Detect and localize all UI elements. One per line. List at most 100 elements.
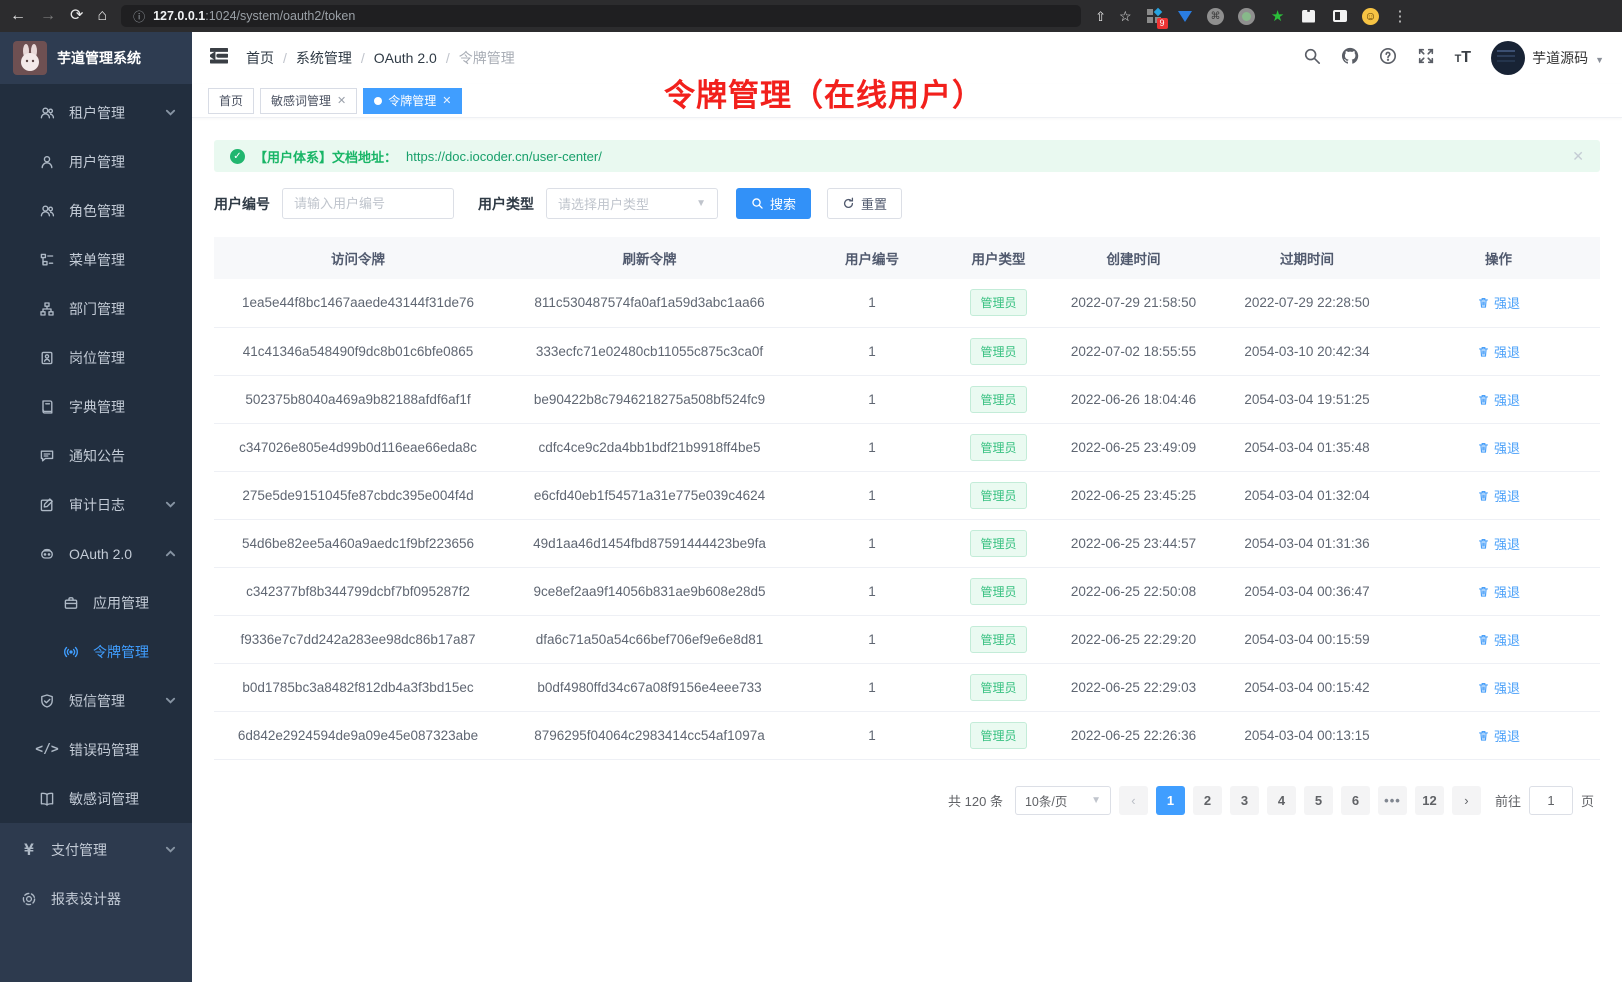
page-button-3[interactable]: 3 [1229, 785, 1259, 815]
force-logout-button[interactable]: 强退 [1477, 342, 1520, 361]
table-row: 41c41346a548490f9dc8b01c6bfe0865 333ecfc7… [214, 327, 1600, 376]
breadcrumb-item[interactable]: 首页 [246, 50, 274, 66]
tab-0[interactable]: 首页 [208, 87, 255, 114]
table-row: 6d842e2924594de9a09e45e087323abe 8796295f… [214, 711, 1600, 760]
force-logout-button[interactable]: 强退 [1477, 438, 1520, 457]
collapse-sidebar-icon[interactable] [208, 47, 229, 69]
extension-record-icon[interactable] [1238, 7, 1256, 25]
browser-refresh-icon[interactable]: ⟳ [70, 7, 84, 24]
user-type-badge: 管理员 [970, 529, 1027, 557]
alert-close-icon[interactable]: ✕ [1572, 147, 1584, 164]
oauth-robot-icon [38, 546, 56, 562]
user-type-cell: 管理员 [947, 615, 1050, 664]
sidebar-item-6[interactable]: 字典管理 [0, 382, 192, 431]
page-button-12[interactable]: 12 [1414, 785, 1444, 815]
breadcrumb-item[interactable]: 系统管理 [295, 50, 352, 66]
user-type-select[interactable]: 请选择用户类型 ▼ [546, 188, 718, 219]
share-icon[interactable]: ⇧ [1095, 8, 1106, 24]
sidebar-item-11[interactable]: 令牌管理 [0, 627, 192, 676]
font-size-icon[interactable]: TT [1454, 49, 1472, 66]
sidebar-item-0[interactable]: 租户管理 [0, 88, 192, 137]
page-button-2[interactable]: 2 [1192, 785, 1222, 815]
prev-page-button[interactable]: ‹ [1118, 785, 1148, 815]
chevron-down-icon [165, 105, 176, 121]
browser-menu-icon[interactable]: ⋮ [1392, 8, 1408, 25]
sidebar-item-8[interactable]: 审计日志 [0, 480, 192, 529]
extension-blocks-icon[interactable]: 9 [1145, 7, 1168, 29]
sidebar-item-13[interactable]: </> 错误码管理 [0, 725, 192, 774]
next-page-button[interactable]: › [1451, 785, 1481, 815]
sidebar-item-14[interactable]: 敏感词管理 [0, 774, 192, 823]
user-type-badge: 管理员 [970, 577, 1027, 605]
sidebar-item-7[interactable]: 通知公告 [0, 431, 192, 480]
profile-emoji-icon[interactable]: ☺ [1362, 7, 1380, 25]
tab-close-icon[interactable]: ✕ [442, 95, 452, 107]
sidebar-panel-icon[interactable] [1331, 7, 1349, 25]
user-menu[interactable]: 芋道源码 ▼ [1491, 41, 1604, 75]
sidebar-item-oauth-2-0[interactable]: OAuth 2.0 [0, 529, 192, 578]
search-button[interactable]: 搜索 [736, 188, 812, 219]
sidebar-item-3[interactable]: 菜单管理 [0, 235, 192, 284]
address-bar[interactable]: ⓘ 127.0.0.1:1024/system/oauth2/token [121, 5, 1082, 27]
bookmark-star-icon[interactable]: ☆ [1118, 8, 1132, 24]
chevron-down-icon [165, 693, 176, 709]
sidebar-item-10[interactable]: 应用管理 [0, 578, 192, 627]
page-button-5[interactable]: 5 [1303, 785, 1333, 815]
force-logout-button[interactable]: 强退 [1477, 390, 1520, 409]
force-logout-button[interactable]: 强退 [1477, 534, 1520, 553]
sidebar-item-1[interactable]: 用户管理 [0, 137, 192, 186]
tab-close-icon[interactable]: ✕ [337, 95, 347, 107]
sidebar-item-16[interactable]: 报表设计器 [0, 874, 192, 923]
site-info-icon[interactable]: ⓘ [133, 9, 146, 24]
app-logo[interactable]: 芋道管理系统 [0, 32, 192, 84]
sidebar-item-15[interactable]: ¥ 支付管理 [0, 825, 192, 874]
goto-page-input[interactable] [1528, 785, 1573, 815]
sidebar-item-label: 租户管理 [69, 104, 125, 121]
breadcrumb-item[interactable]: OAuth 2.0 [373, 50, 437, 66]
user-id-cell: 1 [797, 615, 947, 664]
page-button-1[interactable]: 1 [1155, 785, 1185, 815]
sidebar-item-2[interactable]: 角色管理 [0, 186, 192, 235]
fullscreen-icon[interactable] [1417, 47, 1435, 70]
tab-2[interactable]: 令牌管理 ✕ [363, 87, 463, 114]
extension-puzzle-icon[interactable] [1300, 7, 1318, 25]
tab-1[interactable]: 敏感词管理 ✕ [260, 87, 358, 114]
page-button-6[interactable]: 6 [1340, 785, 1370, 815]
force-logout-button[interactable]: 强退 [1477, 582, 1520, 601]
sidebar-item-4[interactable]: 部门管理 [0, 284, 192, 333]
page-size-select[interactable]: 10条/页 ▼ [1014, 785, 1111, 815]
refresh-token-cell: e6cfd40eb1f54571a31e775e039c4624 [502, 471, 797, 520]
force-logout-button[interactable]: 强退 [1477, 630, 1520, 649]
extension-gem-icon[interactable] [1176, 7, 1194, 25]
force-logout-button[interactable]: 强退 [1477, 726, 1520, 745]
user-icon [38, 154, 56, 170]
expire-time-cell: 2054-03-04 19:51:25 [1217, 375, 1397, 424]
force-logout-label: 强退 [1493, 680, 1520, 696]
tab-label: 令牌管理 [388, 94, 437, 108]
user-id-cell: 1 [797, 327, 947, 376]
page-button-4[interactable]: 4 [1266, 785, 1296, 815]
search-icon[interactable] [1303, 47, 1321, 70]
force-logout-label: 强退 [1493, 632, 1520, 648]
sidebar-item-5[interactable]: 岗位管理 [0, 333, 192, 382]
extension-badge: 9 [1156, 18, 1168, 29]
reset-button[interactable]: 重置 [827, 188, 903, 219]
browser-back-icon[interactable]: ← [10, 7, 26, 24]
browser-forward-icon[interactable]: → [40, 7, 56, 24]
extension-command-icon[interactable]: ⌘ [1207, 7, 1225, 25]
help-icon[interactable] [1379, 47, 1397, 70]
force-logout-button[interactable]: 强退 [1477, 293, 1520, 312]
browser-home-icon[interactable]: ⌂ [97, 7, 108, 24]
page-content: ✓ 【用户体系】文档地址： https://doc.iocoder.cn/use… [192, 118, 1622, 815]
doc-link[interactable]: https://doc.iocoder.cn/user-center/ [406, 148, 602, 164]
force-logout-button[interactable]: 强退 [1477, 486, 1520, 505]
force-logout-label: 强退 [1493, 344, 1520, 360]
sidebar-item-label: 短信管理 [69, 692, 125, 709]
github-icon[interactable] [1341, 47, 1359, 70]
page-ellipsis[interactable]: ••• [1377, 785, 1407, 815]
table-row: c347026e805e4d99b0d116eae66eda8c cdfc4ce9… [214, 423, 1600, 472]
extension-star-icon[interactable]: ★ [1270, 8, 1285, 25]
sidebar-item-12[interactable]: 短信管理 [0, 676, 192, 725]
user-id-input[interactable] [282, 188, 454, 219]
force-logout-button[interactable]: 强退 [1477, 678, 1520, 697]
